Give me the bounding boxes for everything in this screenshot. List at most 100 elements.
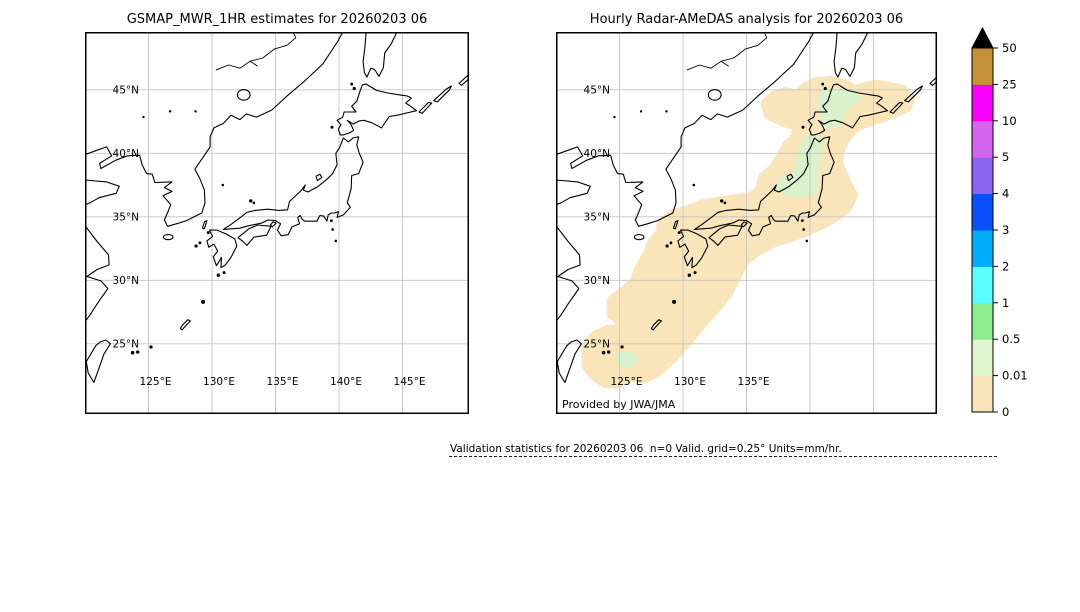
small-island-dot	[805, 239, 809, 243]
island-coastline	[237, 224, 272, 246]
coastline	[833, 32, 869, 78]
small-island-dot	[350, 82, 354, 86]
small-island-dot	[693, 271, 697, 275]
lon-label: 125°E	[140, 376, 172, 388]
lon-label: 130°E	[203, 376, 235, 388]
colorbar-tick-label: 4	[1002, 187, 1009, 201]
island-coastline	[418, 101, 433, 114]
island-coastline	[269, 221, 277, 228]
small-island-dot	[329, 219, 333, 222]
coastline	[85, 225, 110, 322]
small-island-dot	[692, 183, 696, 187]
small-island-dot	[222, 271, 226, 275]
right-map-title: Hourly Radar-AMeDAS analysis for 2026020…	[589, 12, 904, 27]
colorbar-segments	[972, 48, 993, 413]
small-island-dot	[216, 273, 221, 277]
lake-khanka	[236, 88, 251, 101]
small-island-dot	[665, 244, 669, 248]
lat-label: 30°N	[584, 275, 610, 287]
lon-label: 145°E	[394, 376, 426, 388]
map-frame	[85, 32, 469, 414]
small-island-dot	[136, 350, 140, 354]
island-coastline	[433, 85, 452, 103]
island-coastline	[556, 339, 582, 384]
colorbar-tick-label: 2	[1002, 259, 1009, 273]
colorbar-segment	[972, 120, 993, 158]
radar-amedas-map: 45°N 40°N 35°N 30°N 25°N 125°E 130°E 135°E Provi…	[556, 32, 937, 414]
gsmap-estimates-map: 45°N 40°N 35°N 30°N 25°N 125°E 130°E 135°E 140°E…	[85, 32, 469, 414]
small-island-dot	[677, 231, 681, 235]
colorbar-segment	[972, 48, 993, 85]
river-line	[686, 32, 768, 71]
gridlines	[85, 32, 469, 414]
axis-labels: 45°N 40°N 35°N 30°N 25°N 125°E 130°E 135°E	[584, 84, 770, 388]
colorbar-segment	[972, 84, 993, 122]
colorbar-tick-label: 0.01	[1002, 369, 1028, 383]
coastline	[362, 32, 398, 78]
small-island-dot	[607, 350, 611, 354]
colorbar-segment	[972, 302, 993, 340]
colorbar-tick-label: 10	[1002, 114, 1017, 128]
colorbar-overflow-triangle	[971, 26, 994, 49]
island-coastline	[672, 220, 679, 230]
jeju-island	[633, 234, 645, 241]
colorbar-tick-label: 0	[1002, 405, 1009, 419]
axis-labels: 45°N 40°N 35°N 30°N 25°N 125°E 130°E 135°E 140°E…	[113, 84, 426, 388]
island-coastline	[336, 83, 418, 136]
island-coastline	[889, 101, 904, 114]
small-island-dot	[168, 110, 172, 113]
sea-background	[85, 32, 469, 414]
small-islands	[601, 82, 827, 355]
small-island-dot	[149, 345, 153, 349]
small-island-dot	[720, 199, 724, 203]
island-coastline	[206, 229, 238, 269]
coastline	[556, 225, 581, 322]
small-island-dot	[252, 201, 256, 205]
island-coastline	[222, 136, 364, 237]
small-island-dot	[801, 125, 805, 129]
small-island-dot	[334, 239, 338, 243]
lon-label: 130°E	[674, 376, 706, 388]
small-island-dot	[687, 273, 692, 277]
small-island-dot	[330, 125, 334, 129]
lake-khanka	[707, 88, 722, 101]
island-coastline	[740, 221, 748, 228]
colorbar-segment	[972, 193, 993, 231]
small-island-dot	[331, 228, 334, 231]
small-island-dot	[821, 82, 825, 86]
small-island-dot	[198, 241, 202, 245]
lat-label: 35°N	[113, 211, 139, 223]
small-island-dot	[221, 183, 225, 187]
colorbar-tick-label: 25	[1002, 77, 1017, 91]
coastline	[556, 32, 815, 227]
small-island-dot	[601, 350, 606, 355]
colorbar-tick-label: 0.5	[1002, 332, 1020, 346]
island-coastline	[650, 319, 662, 331]
small-island-dot	[823, 86, 827, 91]
precip-moderate-area	[817, 88, 862, 130]
colorbar-segment	[972, 375, 993, 413]
colorbar-tick-label: 50	[1002, 41, 1017, 55]
island-coastline	[693, 136, 835, 237]
lat-label: 25°N	[113, 338, 139, 350]
colorbar-ticks-labels: 0 0.01 0.5 1 2 3 4 5 10 25 50	[993, 41, 1028, 419]
small-island-dot	[130, 350, 135, 355]
island-coastline	[85, 339, 111, 384]
colorbar-segment	[972, 230, 993, 267]
precipitation-colorbar: 0 0.01 0.5 1 2 3 4 5 10 25 50	[971, 26, 1028, 419]
small-island-dot	[800, 219, 804, 222]
island-coastline	[179, 319, 191, 331]
small-island-dot	[669, 241, 673, 245]
small-island-dot	[194, 244, 198, 248]
island-coastline	[807, 83, 889, 136]
small-island-dot	[802, 228, 805, 231]
island-coastline	[458, 75, 469, 86]
lat-label: 40°N	[113, 148, 139, 160]
validation-note: Validation statistics for 20260203 06 n=…	[450, 443, 842, 455]
left-map-title: GSMAP_MWR_1HR estimates for 20260203 06	[126, 12, 428, 27]
island-coastline	[677, 229, 709, 269]
small-island-dot	[665, 110, 668, 113]
coastlines	[85, 32, 469, 384]
island-coastline	[904, 85, 923, 103]
colorbar-segment	[972, 157, 993, 195]
